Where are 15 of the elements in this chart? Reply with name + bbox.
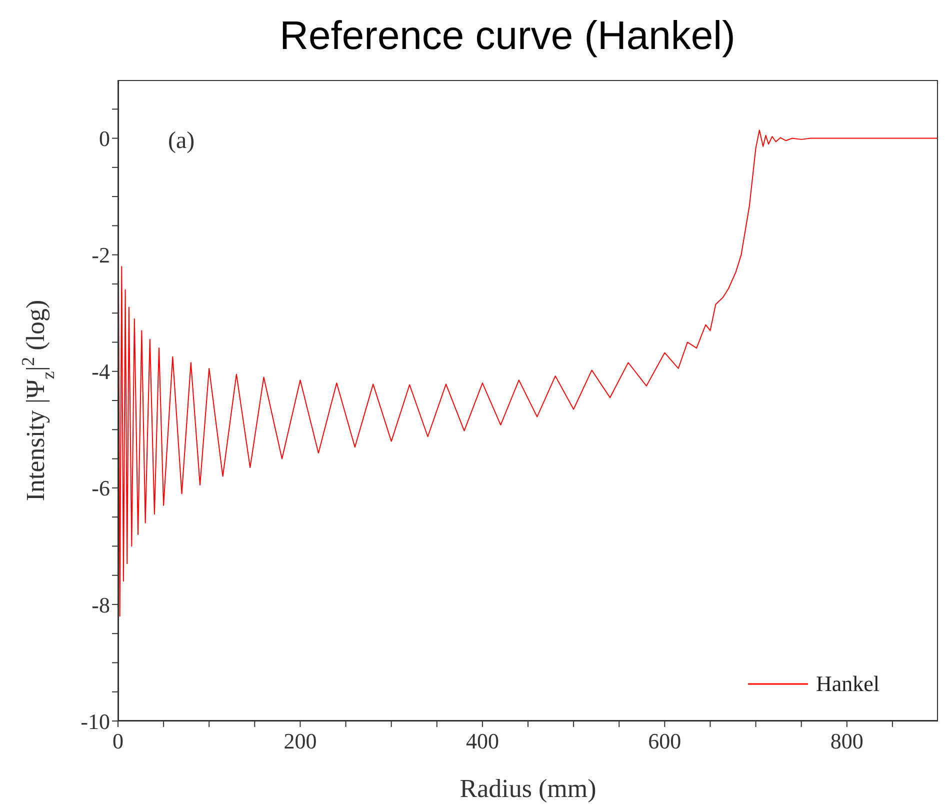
x-tick-label: 600 (648, 728, 682, 754)
y-tick-label: -10 (80, 708, 110, 734)
legend-label: Hankel (816, 671, 880, 697)
y-tick-label: -6 (92, 476, 110, 501)
y-tick-label: -8 (92, 592, 110, 618)
chart-title: Reference curve (Hankel) (278, 13, 736, 60)
x-tick-label: 400 (466, 728, 499, 754)
x-axis-title: Radius (mm) (460, 774, 596, 803)
y-tick-label: 0 (99, 126, 110, 152)
x-tick-label: 200 (284, 728, 317, 754)
line-series (118, 130, 938, 617)
y-tick-label: -2 (92, 242, 110, 268)
annotation: (a) (168, 128, 195, 155)
x-tick-label: 800 (830, 728, 864, 754)
y-tick-label: -4 (92, 359, 110, 384)
